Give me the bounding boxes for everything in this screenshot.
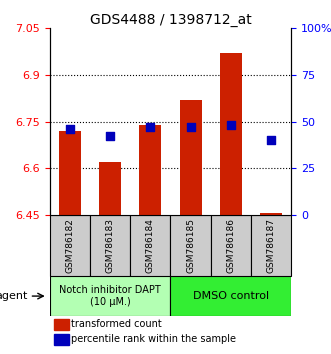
- Bar: [50, 276, 170, 316]
- Text: GSM786186: GSM786186: [226, 218, 235, 273]
- Text: Notch inhibitor DAPT
(10 μM.): Notch inhibitor DAPT (10 μM.): [59, 285, 161, 307]
- Bar: [50, 215, 90, 276]
- Point: [107, 133, 113, 139]
- Text: GSM786183: GSM786183: [106, 218, 115, 273]
- Text: agent: agent: [0, 291, 27, 301]
- Bar: [55, 334, 69, 346]
- Point: [188, 124, 193, 130]
- Point: [228, 122, 234, 128]
- Bar: [170, 276, 291, 316]
- Bar: [170, 215, 211, 276]
- Point: [67, 126, 72, 132]
- Bar: [251, 215, 291, 276]
- Text: transformed count: transformed count: [71, 319, 162, 329]
- Bar: [55, 319, 69, 330]
- Bar: [179, 100, 202, 215]
- Text: GSM786187: GSM786187: [267, 218, 276, 273]
- Text: GSM786184: GSM786184: [146, 218, 155, 273]
- Bar: [139, 125, 162, 215]
- Text: percentile rank within the sample: percentile rank within the sample: [71, 334, 236, 344]
- Text: GSM786185: GSM786185: [186, 218, 195, 273]
- Bar: [99, 162, 121, 215]
- Bar: [130, 215, 170, 276]
- Bar: [220, 53, 242, 215]
- Bar: [59, 131, 81, 215]
- Point: [148, 124, 153, 130]
- Bar: [90, 215, 130, 276]
- Title: GDS4488 / 1398712_at: GDS4488 / 1398712_at: [90, 13, 251, 27]
- Bar: [211, 215, 251, 276]
- Text: GSM786182: GSM786182: [65, 218, 74, 273]
- Bar: [260, 213, 282, 215]
- Text: DMSO control: DMSO control: [193, 291, 269, 301]
- Point: [268, 137, 274, 143]
